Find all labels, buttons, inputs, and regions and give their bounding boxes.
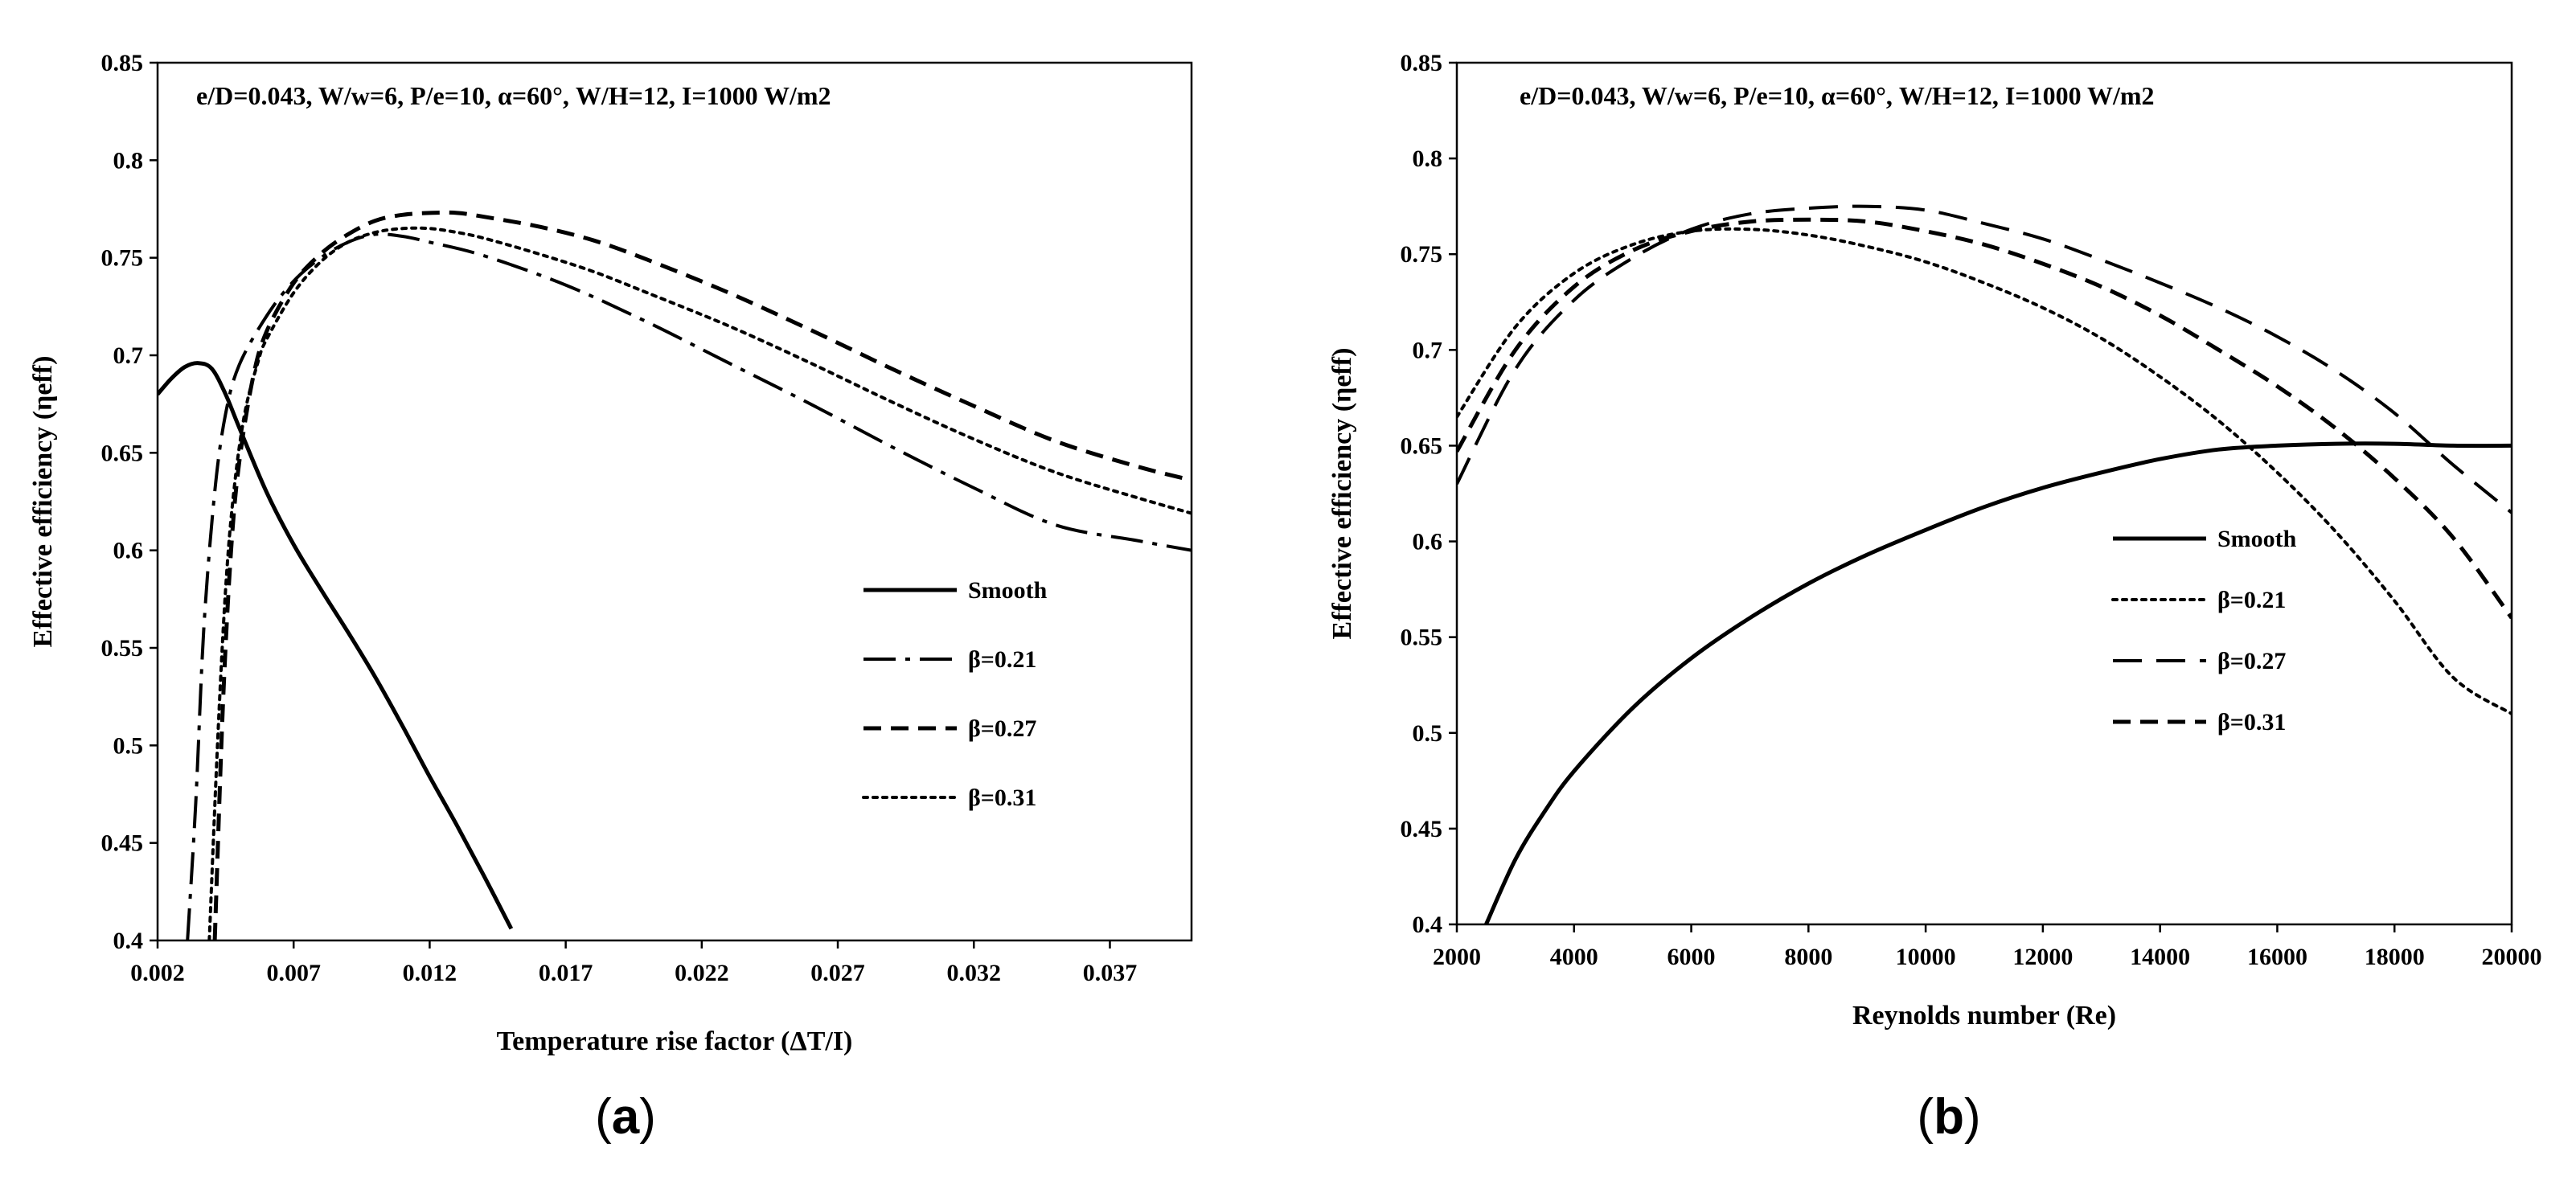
legend-label: Smooth	[968, 577, 1048, 604]
x-tick-label: 12000	[2012, 944, 2073, 970]
y-tick-label: 0.55	[1401, 625, 1443, 651]
x-tick-label: 0.022	[675, 960, 729, 986]
chart-panel-b: 0.4 0.45 0.5 0.55 0.6 0.65 0.7 0.75 0.8 0.85 2000 4…	[1327, 50, 2542, 1030]
series-line--0-21	[186, 232, 1192, 940]
legend: Smooth β=0.21 β=0.27 β=0.31	[862, 577, 1048, 811]
x-tick-label: 8000	[1784, 944, 1832, 970]
x-tick-label: 0.002	[130, 960, 185, 986]
series-group	[158, 210, 1192, 940]
x-tick-label: 10000	[1896, 944, 1956, 970]
y-tick-label: 0.65	[101, 440, 144, 466]
y-tick-label: 0.4	[1413, 912, 1443, 938]
y-tick-label: 0.55	[101, 635, 144, 662]
x-axis-label: Reynolds number (Re)	[1852, 1001, 2116, 1030]
series-line-smooth	[1484, 441, 2512, 924]
x-tick-label: 2000	[1433, 944, 1481, 970]
y-tick-label: 0.65	[1401, 432, 1443, 459]
y-tick-label: 0.45	[101, 830, 144, 857]
y-tick-label: 0.85	[101, 50, 144, 76]
legend-label: β=0.21	[2217, 587, 2286, 613]
y-tick-label: 0.7	[113, 342, 144, 369]
y-tick-label: 0.75	[1401, 241, 1443, 268]
legend-label: Smooth	[2217, 526, 2297, 552]
x-tick-label: 0.027	[810, 960, 865, 986]
y-tick-label: 0.5	[1413, 720, 1443, 747]
chart-panel-a: 0.4 0.45 0.5 0.55 0.6 0.65 0.7 0.75 0.8 0.85 0.002…	[28, 50, 1193, 1056]
y-tick-label: 0.75	[101, 245, 144, 272]
series-line--0-31	[207, 226, 1192, 940]
y-axis-label: Effective efficiency (ηeff)	[28, 356, 58, 648]
x-tick-label: 0.037	[1083, 960, 1138, 986]
parameters-annotation: e/D=0.043, W/w=6, P/e=10, α=60°, W/H=12,…	[196, 81, 831, 110]
x-tick-label: 18000	[2365, 944, 2425, 970]
plot-frame	[156, 61, 1193, 942]
series-line--0-27	[1457, 204, 2512, 514]
y-tick-label: 0.4	[113, 928, 144, 954]
x-tick-label: 0.032	[947, 960, 1002, 986]
y-tick-label: 0.5	[113, 732, 144, 759]
y-axis-label: Effective efficiency (ηeff)	[1327, 348, 1357, 640]
y-tick-label: 0.8	[113, 147, 144, 174]
x-tick-label: 16000	[2247, 944, 2307, 970]
series-group	[1457, 204, 2512, 924]
series-line--0-27	[212, 210, 1192, 940]
legend: Smooth β=0.21 β=0.27 β=0.31	[2111, 526, 2297, 735]
legend-label: β=0.21	[968, 646, 1036, 673]
y-tick-label: 0.6	[1413, 529, 1443, 555]
x-tick-label: 6000	[1667, 944, 1716, 970]
y-tick-label: 0.85	[1401, 50, 1443, 76]
series-line--0-31	[1457, 217, 2512, 620]
x-axis-label: Temperature rise factor (ΔT/I)	[497, 1026, 853, 1056]
panel-label-a: (a)	[595, 1089, 656, 1145]
x-tick-label: 0.012	[403, 960, 457, 986]
y-tick-label: 0.6	[113, 538, 144, 564]
x-tick-label: 14000	[2130, 944, 2190, 970]
series-line-smooth	[158, 361, 514, 930]
legend-label: β=0.31	[968, 785, 1036, 811]
y-tick-label: 0.8	[1413, 145, 1443, 172]
y-tick-label: 0.45	[1401, 816, 1443, 842]
x-tick-label: 20000	[2482, 944, 2542, 970]
parameters-annotation: e/D=0.043, W/w=6, P/e=10, α=60°, W/H=12,…	[1520, 81, 2155, 110]
x-tick-label: 0.007	[266, 960, 321, 986]
plot-frame	[1455, 61, 2513, 926]
x-tick-label: 4000	[1550, 944, 1598, 970]
panel-label-b: (b)	[1917, 1089, 1980, 1145]
series-line--0-21	[1457, 227, 2512, 715]
x-tick-label: 0.017	[539, 960, 593, 986]
legend-label: β=0.31	[2217, 709, 2286, 735]
legend-label: β=0.27	[2217, 648, 2286, 674]
legend-label: β=0.27	[968, 715, 1036, 742]
y-tick-label: 0.7	[1413, 337, 1443, 363]
